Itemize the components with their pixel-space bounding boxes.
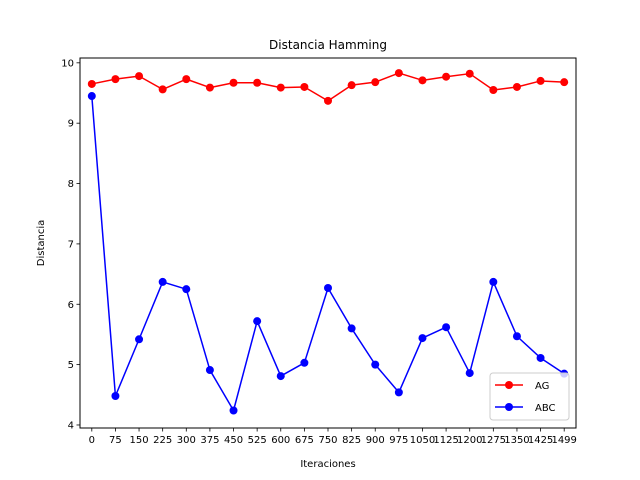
legend-label-abc: ABC <box>535 403 556 414</box>
data-point-ag <box>418 76 427 85</box>
data-point-ag <box>111 75 120 84</box>
x-tick-label: 150 <box>130 435 149 446</box>
y-tick-label: 4 <box>68 420 74 431</box>
y-axis-title: Distancia <box>36 220 47 266</box>
x-tick-label: 1499 <box>551 435 576 446</box>
data-point-ag <box>87 79 96 88</box>
y-tick-label: 8 <box>68 179 74 190</box>
data-point-abc <box>300 358 309 367</box>
data-point-abc <box>489 277 498 286</box>
data-point-ag <box>276 83 285 92</box>
data-point-abc <box>442 323 451 332</box>
data-point-abc <box>465 369 474 378</box>
y-tick-label: 10 <box>61 58 74 69</box>
x-tick-label: 1275 <box>481 435 506 446</box>
data-point-ag <box>205 83 214 92</box>
y-tick-label: 9 <box>68 119 74 130</box>
data-point-ag <box>135 72 144 81</box>
y-tick-label: 5 <box>68 360 74 371</box>
data-point-abc <box>536 353 545 362</box>
data-point-ag <box>300 82 309 91</box>
x-tick-label: 75 <box>109 435 122 446</box>
data-point-ag <box>253 78 262 87</box>
x-tick-label: 900 <box>366 435 385 446</box>
data-point-abc <box>371 360 380 369</box>
legend: AG ABC <box>489 372 570 421</box>
x-tick-label: 225 <box>153 435 172 446</box>
data-point-ag <box>182 75 191 84</box>
legend-marker-abc <box>505 403 513 411</box>
x-axis-title: Iteraciones <box>300 459 355 470</box>
data-point-abc <box>418 334 427 343</box>
x-tick-label: 1125 <box>433 435 458 446</box>
x-tick-label: 0 <box>89 435 95 446</box>
plot-frame <box>79 57 577 429</box>
x-tick-label: 1050 <box>410 435 435 446</box>
data-point-abc <box>229 406 238 415</box>
data-point-abc <box>347 324 356 333</box>
x-tick-label: 300 <box>177 435 196 446</box>
data-point-abc <box>253 317 262 326</box>
data-point-abc <box>87 92 96 101</box>
data-point-ag <box>158 85 167 94</box>
x-tick-label: 375 <box>200 435 219 446</box>
data-point-abc <box>135 335 144 344</box>
data-point-ag <box>560 78 569 87</box>
data-point-abc <box>324 283 332 292</box>
legend-marker-ag <box>505 381 513 389</box>
data-point-ag <box>512 82 521 91</box>
data-point-ag <box>465 69 474 78</box>
x-tick-label: 1200 <box>457 435 482 446</box>
data-point-ag <box>229 78 238 87</box>
x-tick-label: 1425 <box>528 435 553 446</box>
data-point-ag <box>489 85 498 94</box>
data-point-ag <box>324 96 332 105</box>
x-tick-label: 450 <box>224 435 243 446</box>
data-point-abc <box>394 388 403 397</box>
data-point-abc <box>512 332 521 341</box>
data-point-abc <box>276 372 285 381</box>
data-point-ag <box>442 72 451 81</box>
data-point-abc <box>158 277 167 286</box>
legend-label-ag: AG <box>535 381 549 392</box>
y-tick-label: 6 <box>68 300 74 311</box>
x-tick-label: 975 <box>389 435 408 446</box>
data-point-ag <box>394 69 403 78</box>
y-tick-label: 7 <box>68 239 74 250</box>
legend-box <box>489 372 570 421</box>
x-tick-label: 825 <box>342 435 361 446</box>
data-point-ag <box>347 81 356 90</box>
x-tick-label: 750 <box>318 435 337 446</box>
chart-title: Distancia Hamming <box>269 38 387 52</box>
x-tick-label: 600 <box>271 435 290 446</box>
data-point-abc <box>182 285 191 294</box>
data-point-ag <box>536 76 545 85</box>
data-point-abc <box>111 392 120 401</box>
data-point-abc <box>205 366 214 375</box>
x-tick-label: 525 <box>248 435 267 446</box>
x-tick-label: 675 <box>295 435 314 446</box>
data-point-ag <box>371 78 380 87</box>
x-tick-label: 1350 <box>504 435 529 446</box>
